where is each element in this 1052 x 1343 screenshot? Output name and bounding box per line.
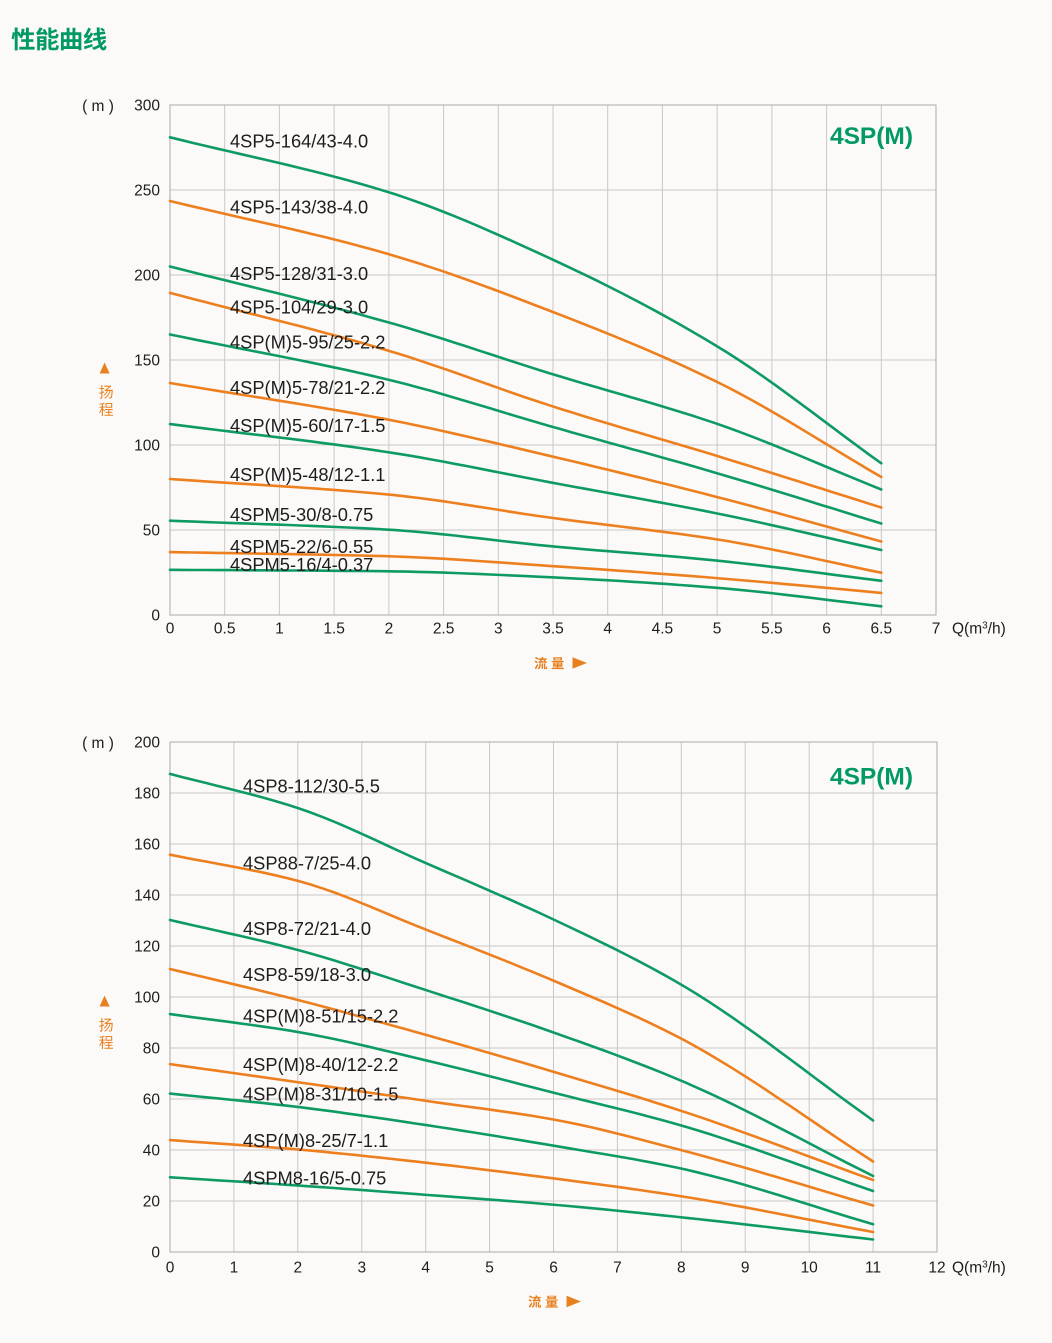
svg-text:2.5: 2.5 — [433, 621, 455, 638]
svg-text:0.5: 0.5 — [214, 621, 236, 638]
svg-text:3: 3 — [494, 621, 503, 638]
svg-text:2: 2 — [385, 621, 394, 638]
svg-text:Q(m3/h): Q(m3/h) — [952, 1260, 1006, 1277]
svg-text:7: 7 — [932, 621, 941, 638]
svg-text:9: 9 — [741, 1260, 750, 1277]
svg-text:20: 20 — [143, 1194, 161, 1211]
svg-text:3: 3 — [357, 1260, 366, 1277]
svg-text:1: 1 — [275, 621, 284, 638]
svg-text:4SP5-143/38-4.0: 4SP5-143/38-4.0 — [230, 197, 368, 218]
svg-text:5: 5 — [485, 1260, 494, 1277]
svg-text:4SP(M)8-31/10-1.5: 4SP(M)8-31/10-1.5 — [243, 1084, 398, 1105]
svg-text:140: 140 — [134, 888, 160, 905]
svg-text:4SP8-112/30-5.5: 4SP8-112/30-5.5 — [243, 776, 380, 797]
svg-text:6: 6 — [822, 621, 831, 638]
svg-text:200: 200 — [134, 735, 160, 752]
svg-text:60: 60 — [143, 1092, 161, 1109]
svg-text:250: 250 — [134, 183, 160, 200]
svg-text:4SP(M)8-40/12-2.2: 4SP(M)8-40/12-2.2 — [243, 1054, 398, 1075]
svg-text:4SPM5-30/8-0.75: 4SPM5-30/8-0.75 — [230, 504, 373, 525]
svg-text:4SP8-72/21-4.0: 4SP8-72/21-4.0 — [243, 918, 371, 939]
svg-text:4.5: 4.5 — [652, 621, 674, 638]
svg-text:5: 5 — [713, 621, 722, 638]
svg-text:10: 10 — [801, 1260, 819, 1277]
svg-text:120: 120 — [134, 939, 160, 956]
svg-text:4SP5-128/31-3.0: 4SP5-128/31-3.0 — [230, 263, 368, 284]
svg-text:4: 4 — [603, 621, 612, 638]
svg-text:160: 160 — [134, 837, 160, 854]
svg-text:8: 8 — [677, 1260, 686, 1277]
svg-text:200: 200 — [134, 268, 160, 285]
svg-text:0: 0 — [151, 608, 160, 625]
svg-text:1: 1 — [230, 1260, 239, 1277]
svg-text:( m ): ( m ) — [82, 98, 114, 115]
svg-text:0: 0 — [166, 1260, 175, 1277]
svg-text:4SP(M)8-51/15-2.2: 4SP(M)8-51/15-2.2 — [243, 1005, 398, 1026]
svg-text:5.5: 5.5 — [761, 621, 783, 638]
svg-text:4SP(M)5-78/21-2.2: 4SP(M)5-78/21-2.2 — [230, 377, 385, 398]
svg-text:4SP(M): 4SP(M) — [830, 764, 913, 791]
svg-text:4: 4 — [421, 1260, 430, 1277]
svg-text:1.5: 1.5 — [323, 621, 345, 638]
svg-text:80: 80 — [143, 1041, 161, 1058]
svg-text:( m ): ( m ) — [82, 735, 114, 752]
svg-text:4SP5-164/43-4.0: 4SP5-164/43-4.0 — [230, 131, 368, 152]
svg-text:4SP(M)5-95/25-2.2: 4SP(M)5-95/25-2.2 — [230, 332, 385, 353]
svg-text:6.5: 6.5 — [871, 621, 893, 638]
svg-text:4SP(M): 4SP(M) — [830, 123, 913, 150]
svg-text:4SP(M)5-48/12-1.1: 4SP(M)5-48/12-1.1 — [230, 464, 385, 485]
svg-text:300: 300 — [134, 98, 160, 115]
svg-text:4SPM8-16/5-0.75: 4SPM8-16/5-0.75 — [243, 1167, 386, 1188]
svg-text:50: 50 — [143, 523, 161, 540]
svg-text:3.5: 3.5 — [542, 621, 564, 638]
svg-text:0: 0 — [151, 1245, 160, 1262]
svg-text:180: 180 — [134, 786, 160, 803]
svg-text:100: 100 — [134, 438, 160, 455]
svg-text:4SP(M)8-25/7-1.1: 4SP(M)8-25/7-1.1 — [243, 1130, 388, 1151]
svg-text:11: 11 — [865, 1260, 881, 1277]
svg-text:0: 0 — [166, 621, 175, 638]
svg-text:12: 12 — [928, 1260, 945, 1277]
svg-text:4SP(M)5-60/17-1.5: 4SP(M)5-60/17-1.5 — [230, 415, 385, 436]
svg-text:4SP8-59/18-3.0: 4SP8-59/18-3.0 — [243, 964, 371, 985]
svg-text:7: 7 — [613, 1260, 622, 1277]
svg-text:4SPM5-16/4-0.37: 4SPM5-16/4-0.37 — [230, 554, 373, 575]
svg-text:4SP5-104/29-3.0: 4SP5-104/29-3.0 — [230, 297, 368, 318]
svg-text:40: 40 — [143, 1143, 161, 1160]
svg-text:6: 6 — [549, 1260, 558, 1277]
svg-text:150: 150 — [134, 353, 160, 370]
svg-text:4SP88-7/25-4.0: 4SP88-7/25-4.0 — [243, 853, 371, 874]
svg-text:2: 2 — [293, 1260, 302, 1277]
svg-text:Q(m3/h): Q(m3/h) — [952, 621, 1006, 638]
svg-text:100: 100 — [134, 990, 160, 1007]
svg-text:4SPM5-22/6-0.55: 4SPM5-22/6-0.55 — [230, 536, 373, 557]
